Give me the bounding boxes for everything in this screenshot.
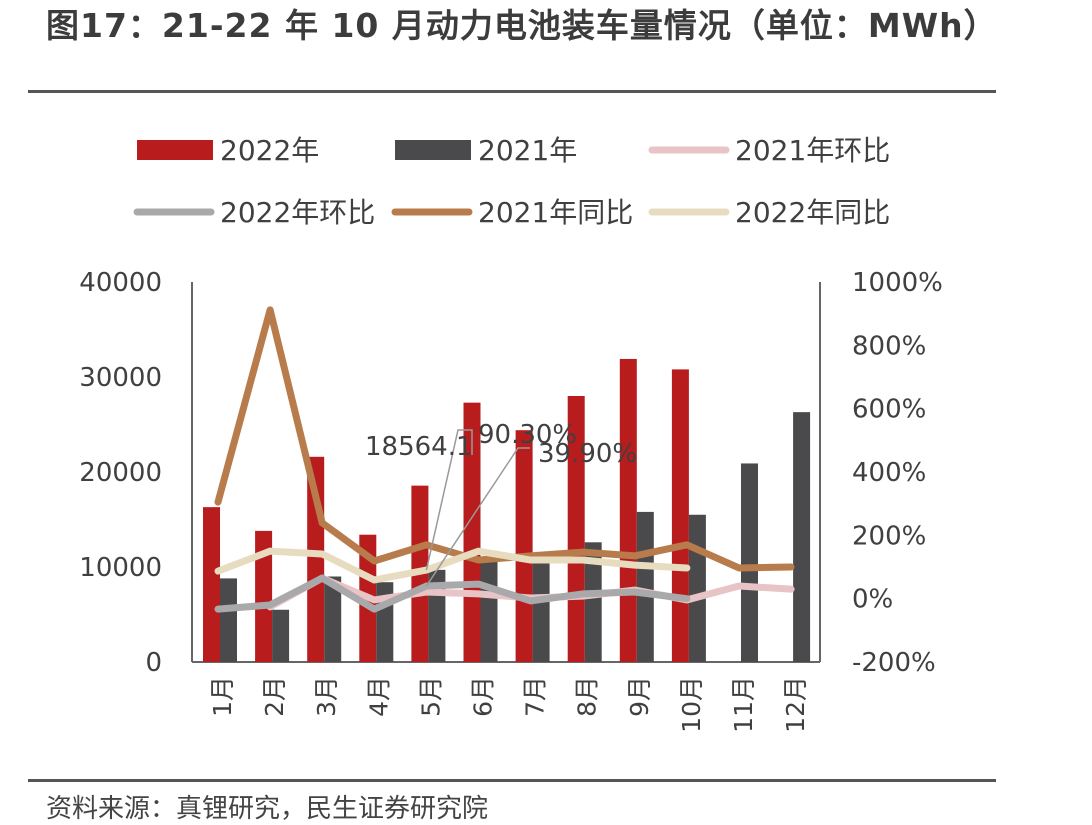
source-rule — [28, 779, 996, 782]
data-label: 18564.1 — [365, 432, 473, 462]
x-tick-label: 4月 — [364, 676, 393, 717]
right-tick-label: 800% — [852, 331, 926, 361]
data-label: 39.90% — [538, 439, 637, 469]
legend-item: 2021年 — [395, 134, 577, 167]
bar-2021年-10月 — [688, 514, 706, 662]
x-tick-label: 11月 — [729, 676, 758, 733]
legend-label: 2022年同比 — [735, 196, 890, 229]
x-tick-label: 12月 — [781, 676, 810, 733]
line-2022年同比 — [214, 547, 691, 584]
x-tick-label: 1月 — [208, 676, 237, 717]
bar-2021年-11月 — [741, 463, 758, 662]
left-tick-label: 0 — [145, 648, 162, 678]
title-rule — [28, 90, 996, 93]
left-tick-label: 10000 — [79, 553, 162, 583]
left-tick-label: 30000 — [79, 363, 162, 393]
bar-2021年-1月 — [220, 578, 237, 662]
x-tick-label: 9月 — [625, 676, 654, 717]
leader-line — [425, 447, 530, 587]
legend-item: 2022年 — [137, 134, 319, 167]
figure-title: 图17：21-22 年 10 月动力电池装车量情况（单位：MWh） — [46, 6, 998, 45]
left-tick-label: 20000 — [79, 458, 162, 488]
data-label: 90.30% — [478, 420, 577, 450]
bar-2022年-1月 — [203, 507, 220, 662]
x-tick-label: 5月 — [416, 676, 445, 717]
right-tick-label: 200% — [852, 521, 926, 551]
bar-2022年-7月 — [515, 430, 533, 662]
line-2022年环比 — [214, 574, 691, 613]
legend-label: 2021年环比 — [735, 134, 890, 167]
bar-2021年-7月 — [532, 554, 550, 662]
legend-label: 2022年环比 — [220, 196, 375, 229]
bar-2021年-2月 — [272, 609, 290, 662]
bar-2021年-12月 — [793, 412, 811, 662]
x-tick-label: 7月 — [521, 676, 550, 717]
right-tick-label: 1000% — [852, 268, 943, 298]
bar-2021年-9月 — [636, 511, 654, 662]
legend-label: 2021年 — [478, 134, 577, 167]
right-tick-label: -200% — [852, 648, 936, 678]
legend-swatch — [395, 140, 471, 160]
right-tick-label: 600% — [852, 395, 926, 425]
x-tick-label: 8月 — [573, 676, 602, 717]
bar-2022年-9月 — [619, 358, 637, 662]
legend-item: 2021年同比 — [391, 196, 633, 229]
bar-2022年-10月 — [671, 369, 689, 662]
bar-2021年-6月 — [480, 556, 498, 662]
legend-item: 2022年环比 — [133, 196, 375, 229]
leader-line — [425, 429, 473, 571]
bar-2021年-3月 — [324, 576, 342, 662]
bar-2022年-2月 — [255, 530, 273, 662]
x-tick-label: 3月 — [312, 676, 341, 717]
x-tick-label: 6月 — [469, 676, 498, 717]
x-tick-label: 2月 — [260, 676, 289, 717]
right-tick-label: 0% — [852, 585, 893, 615]
left-tick-label: 40000 — [79, 268, 162, 298]
legend-item: 2022年同比 — [648, 196, 890, 229]
legend-item: 2021年环比 — [648, 134, 890, 167]
legend-label: 2022年 — [220, 134, 319, 167]
x-tick-label: 10月 — [677, 676, 706, 733]
right-tick-label: 400% — [852, 458, 926, 488]
bar-2021年-8月 — [584, 542, 602, 662]
legend-swatch — [137, 140, 213, 160]
legend-label: 2021年同比 — [478, 196, 633, 229]
source-note: 资料来源：真锂研究，民生证券研究院 — [46, 794, 489, 824]
